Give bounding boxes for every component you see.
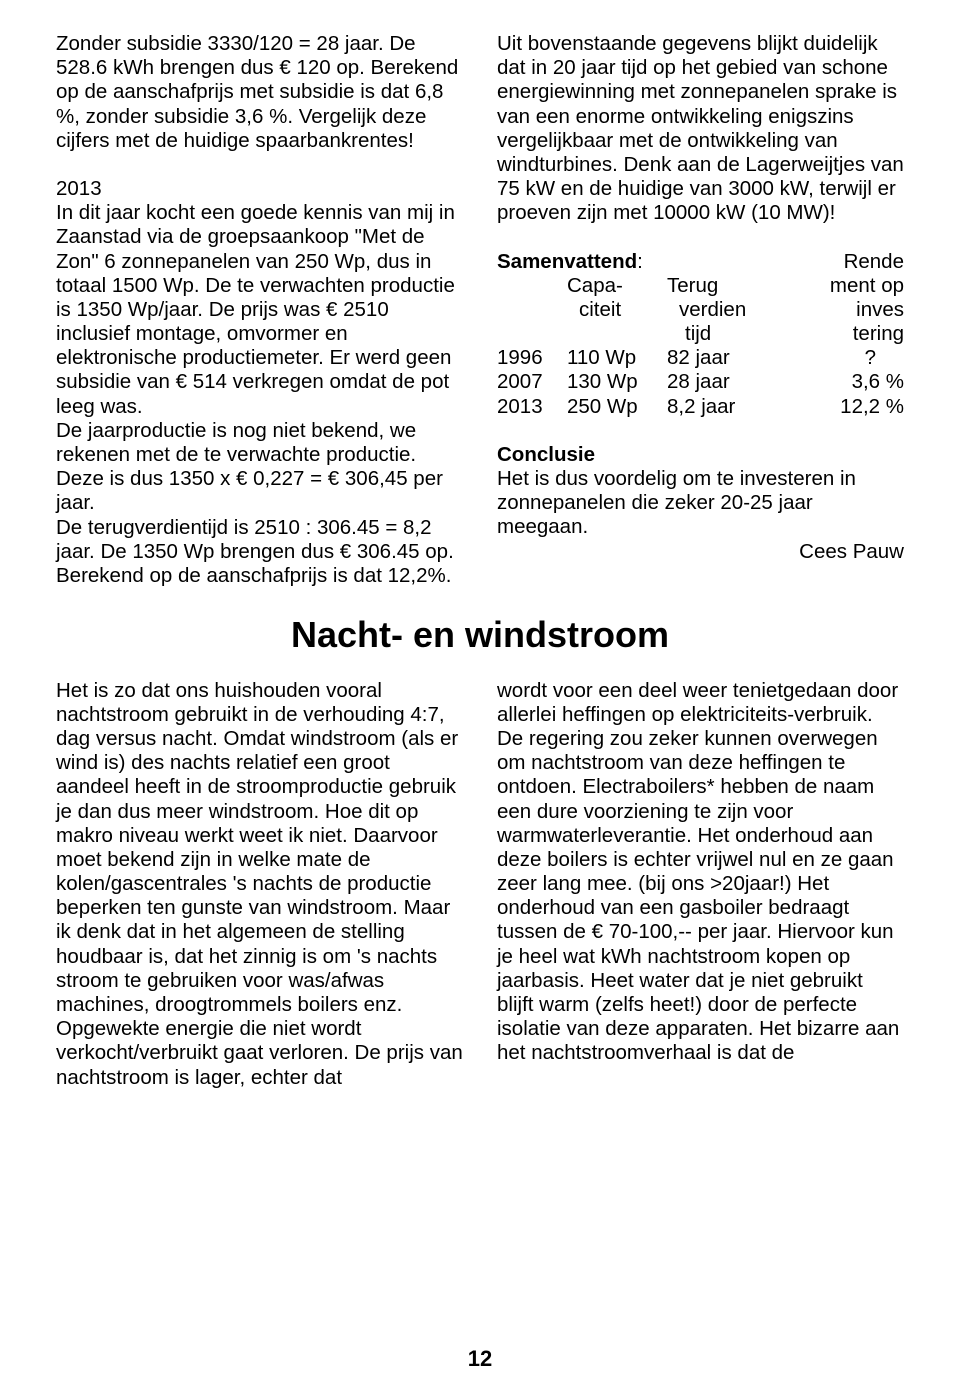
table-row: 3,6 % [777, 370, 904, 394]
table-row: 2013 [497, 395, 567, 419]
table-header-row-2: Capa- Terug ment op [497, 274, 904, 298]
table-row: 1996 [497, 346, 567, 370]
section-heading: Nacht- en windstroom [56, 614, 904, 656]
page-number: 12 [0, 1346, 960, 1372]
bottom-columns: Het is zo dat ons huishouden vooral nach… [56, 679, 904, 1090]
table-row: 12,2 % [777, 395, 904, 419]
table-hdr1-colon: : [637, 250, 643, 273]
bottom-right-column: wordt voor een deel weer tenietgedaan do… [497, 679, 904, 1090]
table-hdr2-col2: Capa- [567, 274, 667, 298]
bottom-left-p1: Het is zo dat ons huishouden vooral nach… [56, 679, 463, 1090]
bottom-left-column: Het is zo dat ons huishouden vooral nach… [56, 679, 463, 1090]
summary-table: Samenvattend: Rende Capa- Terug ment op … [497, 250, 904, 419]
top-left-p3: De jaarproductie is nog niet bekend, we … [56, 419, 463, 516]
top-left-column: Zonder subsidie 3330/120 = 28 jaar. De 5… [56, 32, 463, 588]
table-row: 130 Wp [567, 370, 667, 394]
top-right-p1: Uit bovenstaande gegevens blijkt duideli… [497, 32, 904, 226]
table-row-2013: 2013 250 Wp 8,2 jaar 12,2 % [497, 395, 904, 419]
top-left-p4: De terugverdientijd is 2510 : 306.45 = 8… [56, 516, 463, 589]
author-name: Cees Pauw [497, 540, 904, 564]
table-row-2007: 2007 130 Wp 28 jaar 3,6 % [497, 370, 904, 394]
bottom-right-p1: wordt voor een deel weer tenietgedaan do… [497, 679, 904, 1066]
top-columns: Zonder subsidie 3330/120 = 28 jaar. De 5… [56, 32, 904, 588]
table-hdr1-col4: Rende [844, 250, 904, 274]
top-right-column: Uit bovenstaande gegevens blijkt duideli… [497, 32, 904, 588]
table-row: 2007 [497, 370, 567, 394]
table-row: 82 jaar [667, 346, 777, 370]
table-hdr4-col4: tering [795, 322, 904, 346]
conclusion-text: Het is dus voordelig om te investeren in… [497, 467, 904, 540]
top-left-p1: Zonder subsidie 3330/120 = 28 jaar. De 5… [56, 32, 463, 153]
table-header-row-1: Samenvattend: Rende [497, 250, 904, 274]
top-left-p2b: In dit jaar kocht een goede kennis van m… [56, 201, 463, 419]
table-hdr2-col4: ment op [777, 274, 904, 298]
table-row: 28 jaar [667, 370, 777, 394]
table-hdr3-col4: inves [789, 298, 904, 322]
table-row: 8,2 jaar [667, 395, 777, 419]
table-row: 110 Wp [567, 346, 667, 370]
table-row: 250 Wp [567, 395, 667, 419]
document-page: Zonder subsidie 3330/120 = 28 jaar. De 5… [0, 0, 960, 1386]
table-hdr1-col1: Samenvattend [497, 250, 637, 273]
table-hdr2-col3: Terug [667, 274, 777, 298]
table-hdr4-col3: tijd [667, 322, 795, 346]
table-hdr3-col3: verdien [679, 298, 789, 322]
table-hdr3-col2: citeit [567, 298, 679, 322]
table-row-1996: 1996 110 Wp 82 jaar ? [497, 346, 904, 370]
conclusion-heading: Conclusie [497, 443, 904, 467]
table-header-row-3: citeit verdien inves [497, 298, 904, 322]
table-header-row-4: tijd tering [497, 322, 904, 346]
table-row: ? [777, 346, 904, 370]
top-left-p2a: 2013 [56, 177, 463, 201]
